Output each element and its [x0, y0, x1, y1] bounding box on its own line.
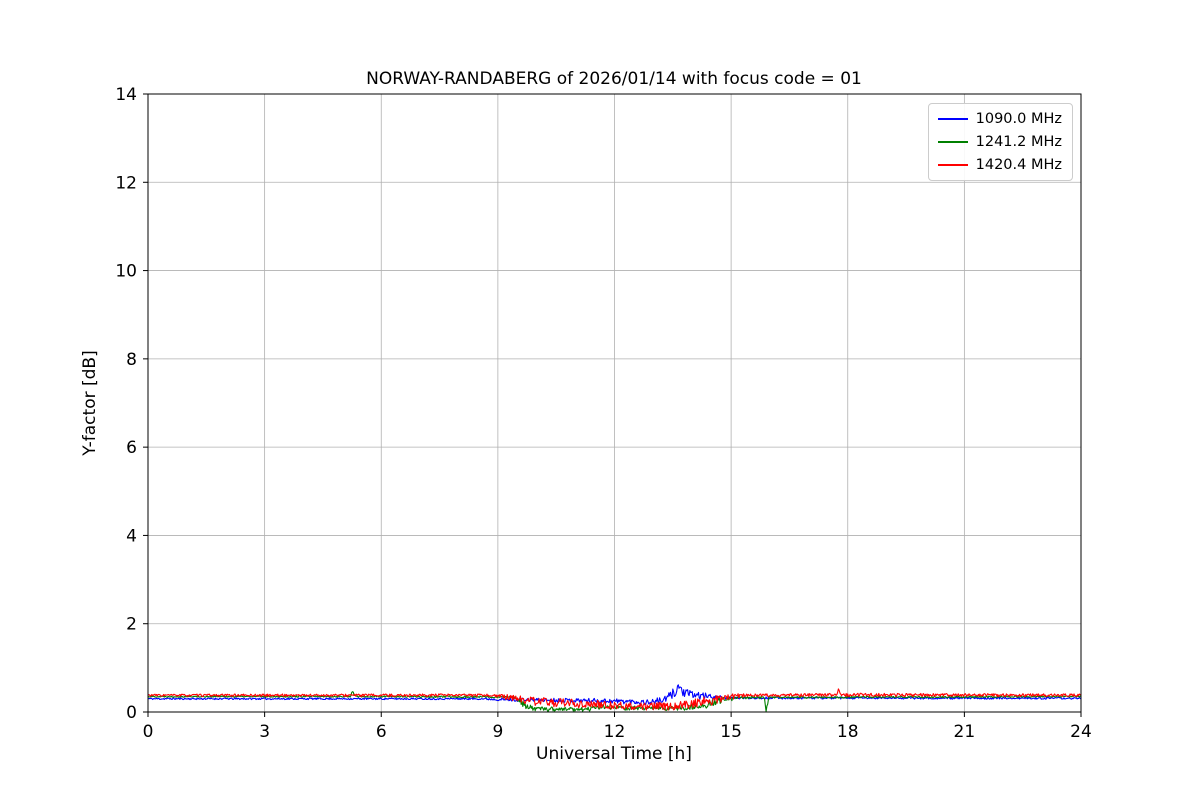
y-tick-label: 0 — [126, 703, 137, 723]
y-tick-label: 10 — [115, 262, 137, 282]
series-line — [147, 691, 1082, 712]
legend-line-swatch — [937, 164, 968, 166]
legend-line-swatch — [937, 118, 968, 120]
x-tick-label: 6 — [376, 722, 387, 742]
y-tick-label: 2 — [126, 615, 137, 635]
y-tick-label: 12 — [115, 173, 137, 193]
y-tick-label: 6 — [126, 438, 137, 458]
legend-item: 1420.4 MHz — [937, 157, 1062, 173]
x-tick-label: 9 — [492, 722, 503, 742]
x-tick-label: 18 — [837, 722, 859, 742]
x-tick-label: 0 — [143, 722, 154, 742]
x-tick-label: 12 — [604, 722, 626, 742]
y-tick-label: 8 — [126, 350, 137, 370]
legend-item: 1090.0 MHz — [937, 111, 1062, 127]
x-tick-label: 15 — [720, 722, 742, 742]
x-tick-label: 21 — [954, 722, 976, 742]
x-tick-label: 3 — [259, 722, 270, 742]
x-axis-label: Universal Time [h] — [536, 744, 692, 764]
chart-title: NORWAY-RANDABERG of 2026/01/14 with focu… — [366, 69, 862, 89]
y-tick-label: 14 — [115, 85, 137, 105]
legend-label: 1090.0 MHz — [975, 111, 1062, 127]
x-tick-label: 24 — [1070, 722, 1092, 742]
series-line — [147, 688, 1082, 711]
y-tick-label: 4 — [126, 526, 137, 546]
legend-line-swatch — [937, 141, 968, 143]
legend-label: 1420.4 MHz — [975, 157, 1062, 173]
legend-label: 1241.2 MHz — [975, 134, 1062, 150]
legend-item: 1241.2 MHz — [937, 134, 1062, 150]
y-axis-label: Y-factor [dB] — [80, 350, 100, 456]
legend: 1090.0 MHz 1241.2 MHz 1420.4 MHz — [927, 103, 1073, 181]
series-line — [148, 684, 1082, 706]
axes-border — [147, 93, 1082, 713]
